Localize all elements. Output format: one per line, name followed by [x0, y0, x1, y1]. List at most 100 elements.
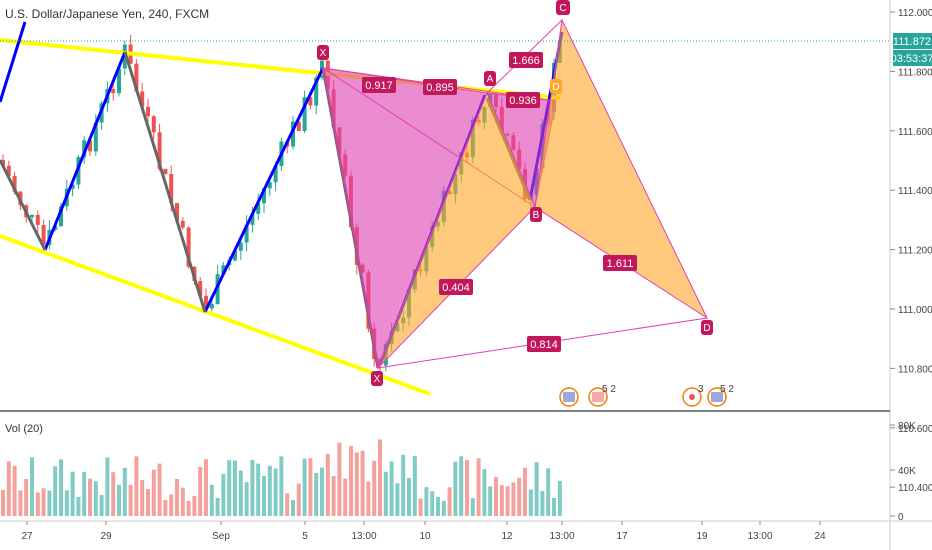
volume-bar — [18, 490, 23, 516]
volume-bar — [395, 483, 400, 516]
volume-bar — [105, 457, 110, 516]
candle-body — [146, 106, 150, 117]
candle-body — [238, 242, 243, 251]
correction-leg-2 — [123, 51, 207, 313]
candle-body — [117, 68, 121, 94]
price-tick-label: 110.800 — [898, 364, 932, 375]
volume-bar — [343, 478, 348, 516]
ratio-label-0404: 0.404 — [439, 279, 473, 295]
svg-text:B: B — [533, 210, 540, 221]
volume-bar — [122, 467, 127, 516]
time-tick-label: 19 — [696, 531, 708, 542]
price-axis: 112.000 111.800 111.600 111.400 111.200 111.0… — [890, 8, 932, 494]
volume-bar — [221, 473, 226, 516]
volume-bar — [337, 442, 342, 516]
volume-bar — [175, 479, 179, 516]
volume-bar — [59, 459, 63, 516]
volume-bar — [534, 462, 539, 516]
volume-bar — [285, 493, 290, 516]
point-label-d-bottom: D — [701, 320, 713, 335]
event-marker-2[interactable]: 3 5 2 — [682, 384, 734, 407]
price-tick-label: 110.400 — [898, 483, 932, 494]
candle-body — [186, 227, 191, 267]
candle-body — [59, 206, 63, 227]
volume-bar — [296, 483, 301, 516]
volume-bar — [505, 486, 510, 516]
chart-title: U.S. Dollar/Japanese Yen, 240, FXCM — [5, 7, 210, 21]
impulse-leg-2 — [43, 51, 127, 251]
volume-bar — [447, 487, 452, 516]
volume-bar — [41, 488, 46, 516]
svg-text:0.895: 0.895 — [426, 82, 454, 94]
channel-lower-line — [0, 234, 431, 396]
volume-axis: 80K 40K 0 — [890, 421, 916, 523]
ratio-label-0814: 0.814 — [527, 336, 561, 352]
volume-bar — [180, 487, 185, 516]
volume-bar — [227, 460, 232, 516]
svg-text:C: C — [559, 3, 566, 14]
volume-bar — [233, 460, 237, 516]
volume-bar — [35, 492, 40, 516]
volume-tick-label: 40K — [898, 466, 916, 477]
candle-body — [262, 188, 266, 204]
volume-bar — [47, 490, 52, 516]
event-marker-1[interactable]: 5 2 — [559, 384, 616, 407]
volume-bar — [244, 482, 249, 516]
time-tick-label: 17 — [616, 531, 628, 542]
candle-body — [6, 165, 11, 177]
time-tick-label: 24 — [814, 531, 826, 542]
volume-bar — [494, 477, 498, 516]
volume-bar — [470, 498, 475, 516]
svg-text:1.666: 1.666 — [512, 55, 540, 67]
candle-body — [256, 203, 261, 214]
point-label-b: B — [530, 207, 542, 222]
volume-bar — [204, 459, 208, 516]
volume-bar — [314, 472, 319, 516]
candle-body — [204, 295, 208, 309]
volume-bar — [302, 458, 307, 516]
volume-bar — [53, 466, 58, 516]
volume-bar — [372, 460, 377, 516]
volume-bar — [407, 478, 411, 516]
candle-body — [244, 224, 249, 243]
time-tick-label: Sep — [212, 531, 230, 542]
svg-text:0.917: 0.917 — [365, 80, 393, 92]
volume-bar — [6, 461, 11, 516]
candle-body — [233, 250, 237, 261]
volume-bar — [499, 485, 504, 516]
volume-bar — [383, 471, 388, 516]
time-tick-label: 29 — [100, 531, 112, 542]
volume-bar — [459, 456, 464, 516]
pattern2-bcd-triangle — [534, 18, 709, 320]
volume-bar — [476, 458, 481, 516]
volume-bar — [146, 489, 150, 516]
candle-body — [140, 91, 145, 107]
volume-bar — [360, 450, 365, 516]
volume-bar — [465, 459, 469, 516]
ratio-label-1611: 1.611 — [603, 255, 637, 271]
candle-body — [180, 220, 185, 228]
volume-bar — [378, 439, 382, 516]
candle-body — [209, 304, 214, 309]
price-tick-label: 112.000 — [898, 8, 932, 19]
candle-body — [111, 89, 116, 94]
volume-bar — [331, 476, 336, 516]
volume-bar — [354, 452, 359, 516]
candle-body — [267, 182, 272, 189]
volume-bar — [64, 490, 69, 516]
volume-bar — [546, 468, 551, 516]
time-axis: 27 29 Sep 5 13:00 10 12 13:00 17 19 13:00 24 — [21, 521, 826, 542]
candle-body — [70, 184, 75, 189]
candle-body — [175, 203, 179, 221]
volume-bar — [401, 454, 406, 516]
volume-bar — [325, 453, 330, 516]
candle-body — [198, 281, 203, 296]
candle-body — [88, 140, 92, 152]
volume-bar — [488, 486, 493, 516]
volume-bar — [418, 498, 423, 516]
svg-text:0.404: 0.404 — [442, 282, 470, 294]
volume-bar — [320, 467, 324, 516]
volume-bar — [557, 480, 562, 516]
candle-body — [250, 213, 255, 225]
